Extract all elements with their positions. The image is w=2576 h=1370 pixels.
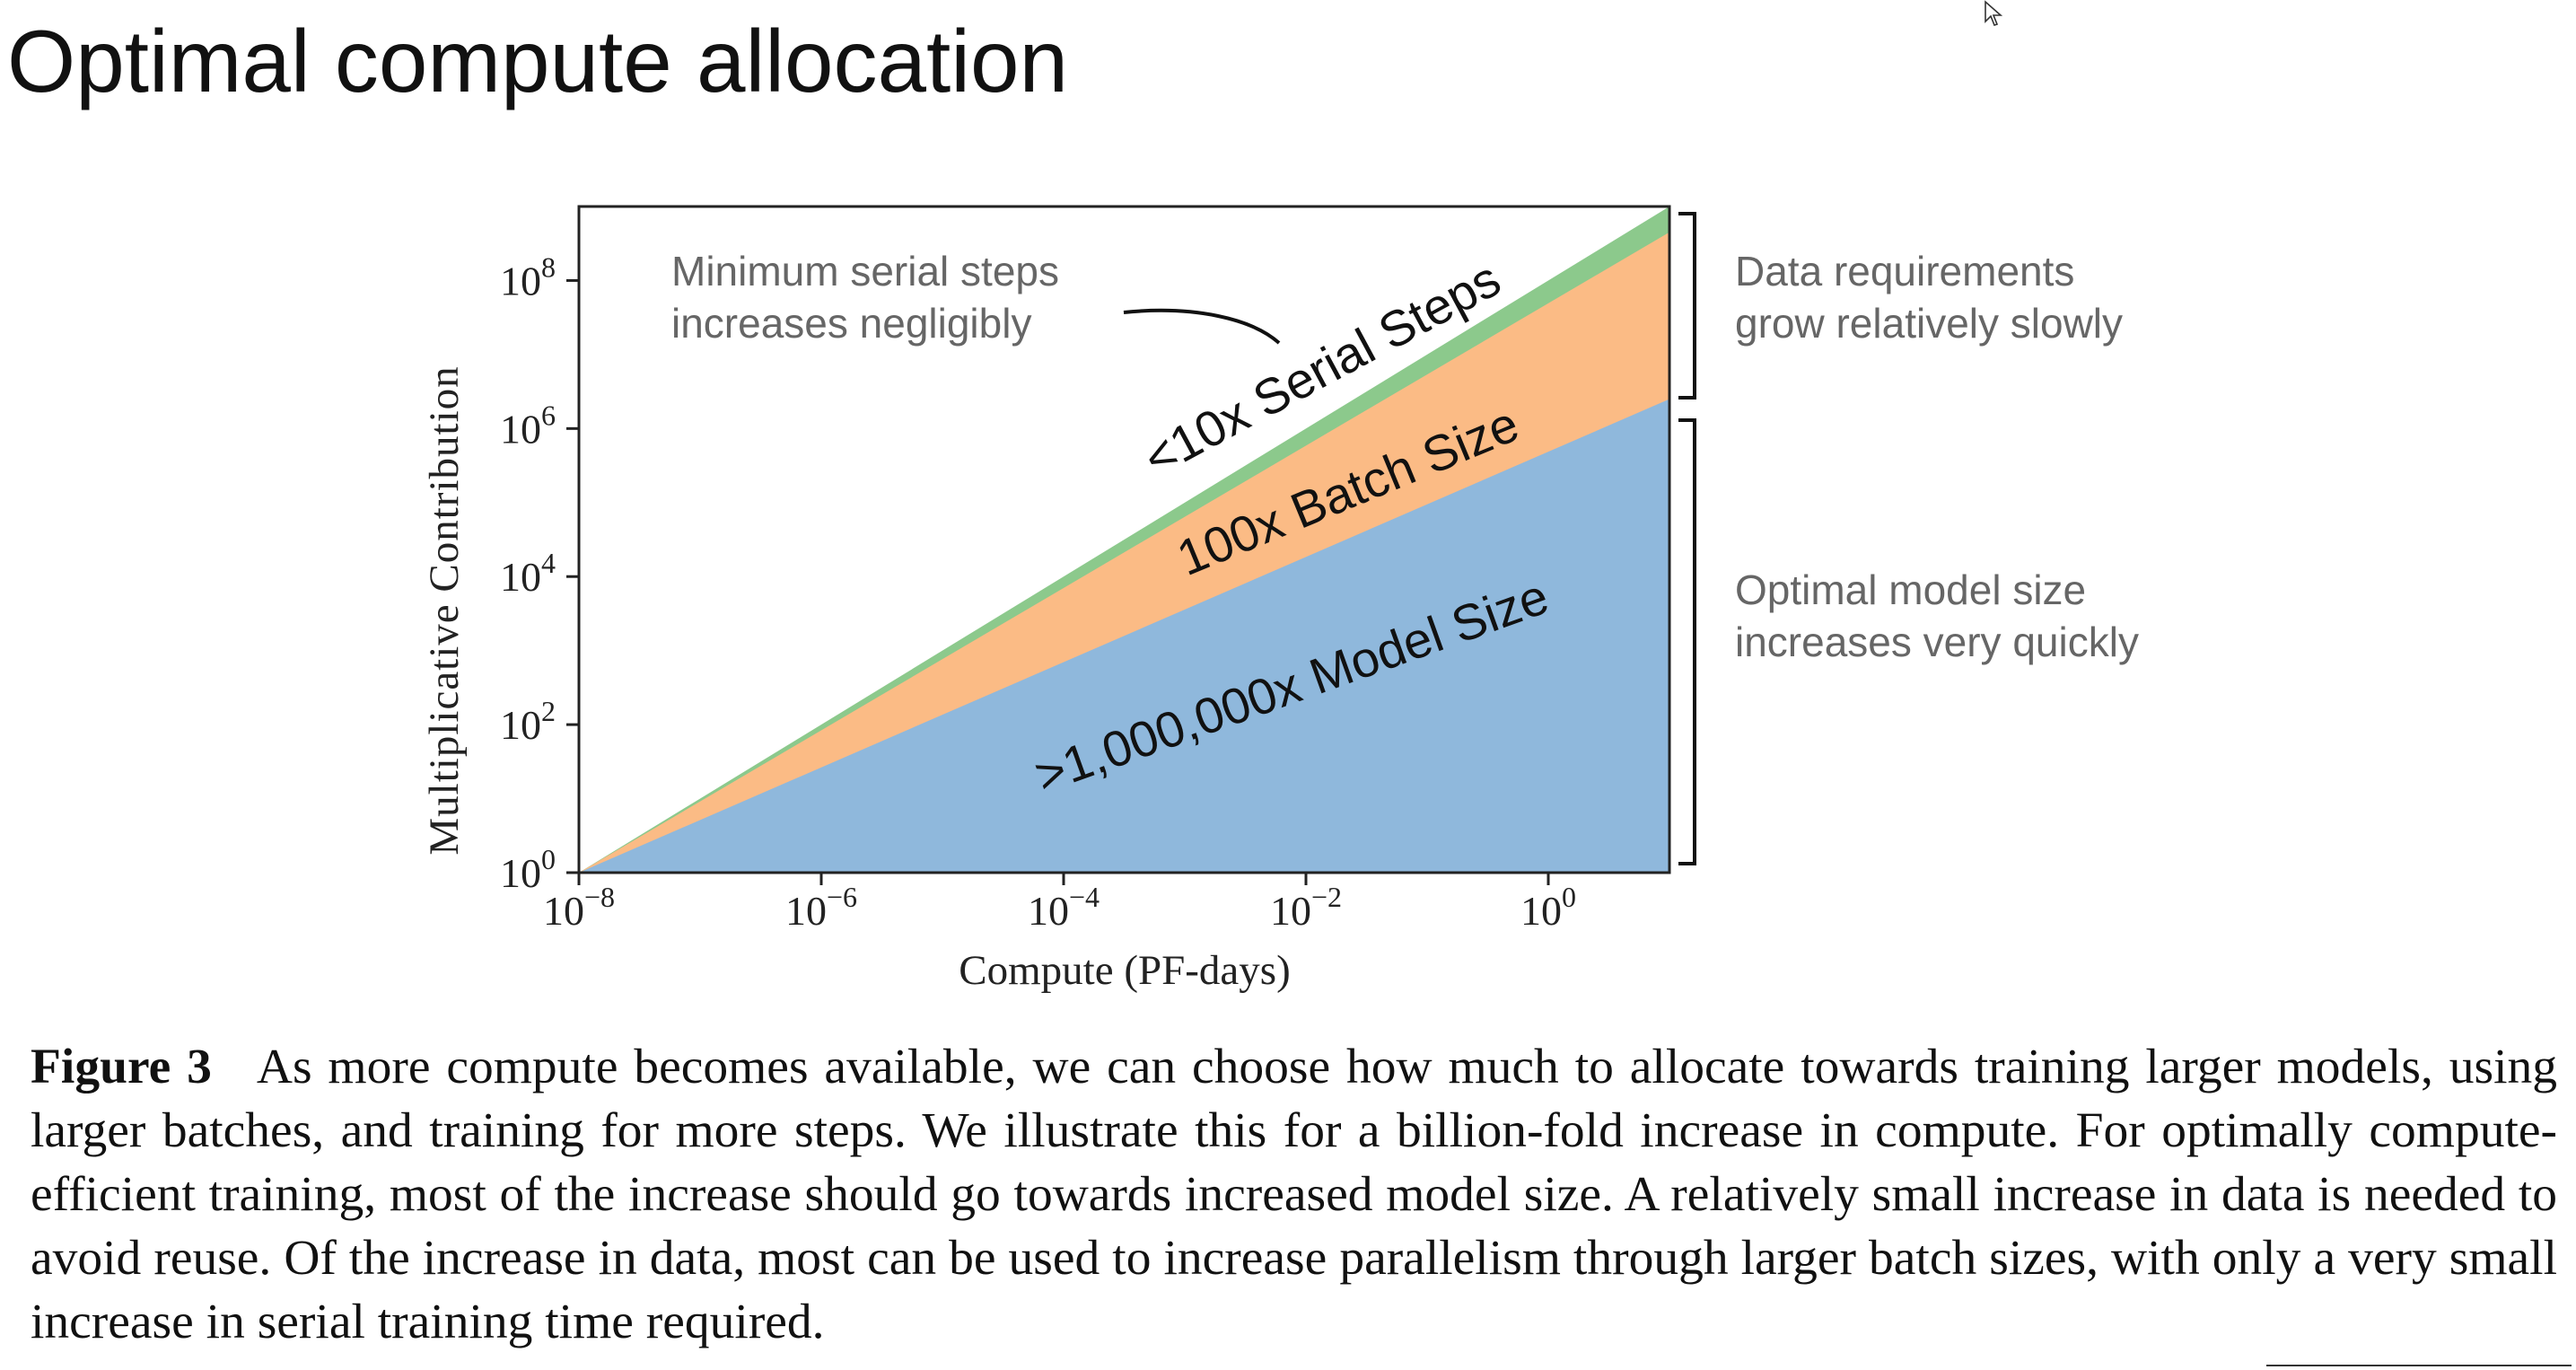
y-tick-label: 100 — [500, 843, 556, 896]
x-tick-exponent: −2 — [1311, 881, 1342, 913]
y-tick-exponent: 6 — [541, 399, 556, 431]
x-tick-label: 10−6 — [785, 881, 857, 934]
y-tick-label: 106 — [500, 399, 556, 452]
y-tick-label: 102 — [500, 695, 556, 748]
x-axis-label: Compute (PF-days) — [959, 947, 1290, 994]
model-size-area — [579, 399, 1669, 873]
y-tick-exponent: 2 — [541, 695, 556, 727]
y-tick-exponent: 0 — [541, 843, 556, 875]
y-tick-base: 10 — [500, 406, 541, 452]
figure-caption: Figure 3 As more compute becomes availabl… — [31, 1035, 2557, 1354]
x-axis-ticks: 10−8 10−6 10−4 10−2 100 — [543, 873, 1576, 934]
x-tick-exponent: −8 — [584, 881, 615, 913]
figure-label: Figure 3 — [31, 1040, 212, 1094]
data-requirements-bracket — [1678, 212, 1696, 400]
x-tick-exponent: −6 — [827, 881, 857, 913]
y-tick-base: 10 — [500, 258, 541, 303]
x-tick-label: 10−8 — [543, 881, 615, 934]
data-note-line-1: Data requirements — [1735, 248, 2074, 294]
x-tick-label: 10−2 — [1270, 881, 1342, 934]
y-tick-label: 108 — [500, 250, 556, 303]
x-tick-exponent: 0 — [1562, 881, 1576, 913]
y-tick-label: 104 — [500, 547, 556, 600]
serial-note-line-2: increases negligibly — [671, 300, 1031, 347]
x-tick-base: 10 — [543, 888, 584, 934]
model-size-bracket — [1678, 418, 1696, 865]
x-tick-base: 10 — [1520, 888, 1562, 934]
x-tick-exponent: −4 — [1069, 881, 1100, 913]
y-axis-label: Multiplicative Contribution — [421, 365, 468, 855]
caption-text: As more compute becomes available, we ca… — [31, 1040, 2557, 1349]
data-note-line-2: grow relatively slowly — [1735, 300, 2123, 347]
mouse-pointer-icon — [1985, 0, 2003, 26]
plot-frame — [577, 205, 1671, 874]
slide-title: Optimal compute allocation — [7, 12, 1069, 110]
model-note-line-2: increases very quickly — [1735, 619, 2139, 665]
area-layer — [579, 206, 1669, 873]
x-tick-base: 10 — [1270, 888, 1311, 934]
x-tick-base: 10 — [1028, 888, 1069, 934]
y-tick-exponent: 8 — [541, 250, 556, 283]
y-tick-base: 10 — [500, 850, 541, 896]
bottom-rule — [2266, 1365, 2572, 1366]
serial-note-arrow — [1123, 308, 1281, 345]
x-tick-base: 10 — [785, 888, 827, 934]
x-tick-label: 10−4 — [1028, 881, 1100, 934]
serial-note-line-1: Minimum serial steps — [671, 248, 1059, 294]
y-tick-base: 10 — [500, 702, 541, 748]
model-note-line-1: Optimal model size — [1735, 566, 2086, 613]
y-tick-exponent: 4 — [541, 547, 556, 579]
y-tick-base: 10 — [500, 554, 541, 600]
x-tick-label: 100 — [1520, 881, 1576, 934]
